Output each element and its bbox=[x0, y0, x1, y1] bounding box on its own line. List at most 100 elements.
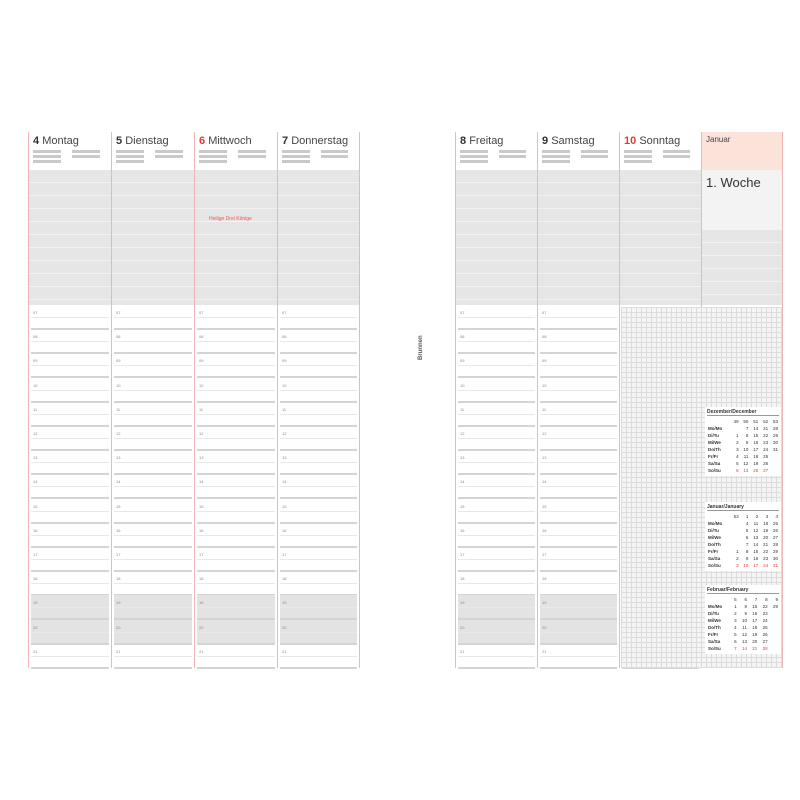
hour-slot[interactable]: 09 bbox=[458, 353, 535, 379]
hour-slot[interactable]: 16 bbox=[540, 523, 617, 548]
hour-slot[interactable]: 12 bbox=[197, 426, 275, 451]
notes-area[interactable] bbox=[538, 170, 619, 305]
hour-slot[interactable]: 17 bbox=[197, 547, 275, 572]
hour-slot[interactable]: 16 bbox=[31, 523, 109, 548]
hour-slot[interactable]: 11 bbox=[280, 402, 357, 427]
hour-slot[interactable]: 11 bbox=[540, 402, 617, 427]
hour-slot[interactable]: 17 bbox=[31, 547, 109, 572]
hour-slot[interactable]: 10 bbox=[540, 378, 617, 403]
hour-slot[interactable]: 20 bbox=[31, 619, 109, 645]
hour-slot[interactable]: 16 bbox=[114, 523, 192, 548]
hour-slot[interactable]: 08 bbox=[31, 329, 109, 355]
notes-area[interactable] bbox=[278, 170, 359, 305]
hour-slot[interactable]: 18 bbox=[280, 571, 357, 597]
hour-slot[interactable]: 19 bbox=[280, 595, 357, 621]
hour-slot[interactable]: 21 bbox=[114, 644, 192, 669]
hour-slot[interactable]: 10 bbox=[280, 378, 357, 403]
hour-slot[interactable]: 11 bbox=[31, 402, 109, 427]
hour-slot[interactable]: 08 bbox=[540, 329, 617, 355]
hour-slot[interactable]: 16 bbox=[458, 523, 535, 548]
hour-slot[interactable]: 16 bbox=[197, 523, 275, 548]
hour-slot[interactable]: 15 bbox=[197, 499, 275, 524]
hour-label: 12 bbox=[33, 431, 38, 436]
hour-slot[interactable]: 14 bbox=[458, 474, 535, 500]
hour-slot[interactable]: 19 bbox=[540, 595, 617, 621]
notes-area[interactable] bbox=[702, 230, 782, 305]
hour-slot[interactable]: 18 bbox=[458, 571, 535, 597]
hour-slot[interactable]: 13 bbox=[197, 450, 275, 476]
hour-slot[interactable]: 14 bbox=[197, 474, 275, 500]
hour-slot[interactable]: 20 bbox=[458, 619, 535, 645]
notes-area[interactable] bbox=[29, 170, 111, 305]
hour-slot[interactable]: 09 bbox=[197, 353, 275, 379]
hour-slot[interactable]: 17 bbox=[280, 547, 357, 572]
hour-slot[interactable]: 15 bbox=[114, 499, 192, 524]
hour-slot[interactable]: 07 bbox=[31, 305, 109, 330]
hour-slot[interactable]: 09 bbox=[540, 353, 617, 379]
hour-slot[interactable]: 12 bbox=[114, 426, 192, 451]
hour-slot[interactable]: 17 bbox=[540, 547, 617, 572]
hour-slot[interactable]: 07 bbox=[114, 305, 192, 330]
hour-slot[interactable]: 18 bbox=[114, 571, 192, 597]
hour-slot[interactable]: 08 bbox=[197, 329, 275, 355]
hour-slot[interactable]: 20 bbox=[540, 619, 617, 645]
hour-slot[interactable]: 14 bbox=[540, 474, 617, 500]
hour-slot[interactable]: 19 bbox=[31, 595, 109, 621]
hour-slot[interactable]: 17 bbox=[114, 547, 192, 572]
hour-slot[interactable]: 16 bbox=[280, 523, 357, 548]
hour-slot[interactable]: 13 bbox=[114, 450, 192, 476]
hour-slot[interactable]: 19 bbox=[458, 595, 535, 621]
hour-slot[interactable]: 13 bbox=[540, 450, 617, 476]
hour-slot[interactable]: 08 bbox=[114, 329, 192, 355]
notes-area[interactable] bbox=[112, 170, 194, 305]
hour-slot[interactable]: 17 bbox=[458, 547, 535, 572]
hour-slot[interactable]: 07 bbox=[280, 305, 357, 330]
hour-slot[interactable]: 21 bbox=[31, 644, 109, 669]
hour-slot[interactable]: 10 bbox=[31, 378, 109, 403]
hour-slot[interactable]: 08 bbox=[458, 329, 535, 355]
hour-slot[interactable]: 15 bbox=[540, 499, 617, 524]
hour-slot[interactable]: 11 bbox=[114, 402, 192, 427]
hour-slot[interactable]: 10 bbox=[114, 378, 192, 403]
hour-slot[interactable]: 21 bbox=[280, 644, 357, 669]
hour-slot[interactable]: 10 bbox=[458, 378, 535, 403]
hour-slot[interactable]: 13 bbox=[458, 450, 535, 476]
hour-slot[interactable]: 21 bbox=[458, 644, 535, 669]
hour-slot[interactable]: 20 bbox=[197, 619, 275, 645]
hour-slot[interactable]: 07 bbox=[197, 305, 275, 330]
hour-slot[interactable]: 18 bbox=[540, 571, 617, 597]
graph-paper-area[interactable]: Dezember/December 49 50 51 52 53 Mo/Mo 7 14 21 28 D… bbox=[621, 307, 782, 668]
hour-slot[interactable]: 15 bbox=[280, 499, 357, 524]
hour-slot[interactable]: 09 bbox=[280, 353, 357, 379]
hour-slot[interactable]: 10 bbox=[197, 378, 275, 403]
hour-slot[interactable]: 11 bbox=[197, 402, 275, 427]
hour-slot[interactable]: 15 bbox=[458, 499, 535, 524]
hour-slot[interactable]: 14 bbox=[280, 474, 357, 500]
hour-slot[interactable]: 08 bbox=[280, 329, 357, 355]
hour-slot[interactable]: 14 bbox=[114, 474, 192, 500]
hour-slot[interactable]: 21 bbox=[197, 644, 275, 669]
hour-slot[interactable]: 20 bbox=[280, 619, 357, 645]
notes-area[interactable] bbox=[456, 170, 537, 305]
hour-slot[interactable]: 13 bbox=[280, 450, 357, 476]
hour-slot[interactable]: 21 bbox=[540, 644, 617, 669]
hour-slot[interactable]: 19 bbox=[197, 595, 275, 621]
hour-slot[interactable]: 18 bbox=[197, 571, 275, 597]
hour-slot[interactable]: 15 bbox=[31, 499, 109, 524]
hour-slot[interactable]: 20 bbox=[114, 619, 192, 645]
hour-slot[interactable]: 11 bbox=[458, 402, 535, 427]
hour-slot[interactable]: 12 bbox=[540, 426, 617, 451]
hour-slot[interactable]: 12 bbox=[31, 426, 109, 451]
hour-slot[interactable]: 07 bbox=[458, 305, 535, 330]
hour-slot[interactable]: 09 bbox=[31, 353, 109, 379]
hour-slot[interactable]: 07 bbox=[540, 305, 617, 330]
notes-area[interactable] bbox=[620, 170, 701, 305]
hour-slot[interactable]: 12 bbox=[458, 426, 535, 451]
hour-slot[interactable]: 12 bbox=[280, 426, 357, 451]
hour-slot[interactable]: 18 bbox=[31, 571, 109, 597]
hour-slot[interactable]: 13 bbox=[31, 450, 109, 476]
hour-slot[interactable]: 14 bbox=[31, 474, 109, 500]
notes-area[interactable]: Heilige Drei Könige bbox=[195, 170, 277, 305]
hour-slot[interactable]: 09 bbox=[114, 353, 192, 379]
hour-slot[interactable]: 19 bbox=[114, 595, 192, 621]
